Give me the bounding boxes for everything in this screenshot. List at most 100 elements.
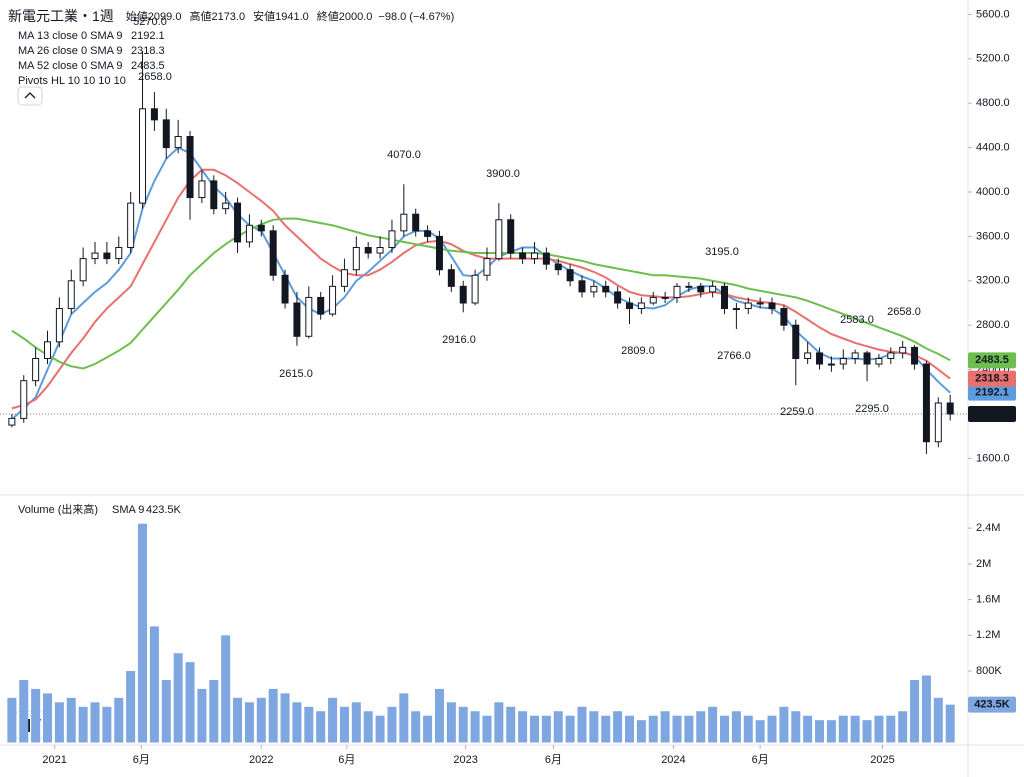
value-tag [968,384,1016,401]
header: 新電元工業・1週 始値2099.0 高値2173.0 安値1941.0 終値2000.0… [8,8,454,24]
candle-body [352,247,360,271]
candle-body [566,269,574,282]
value-tag-label: 2318.3 [975,373,1009,385]
volume-bar [672,715,682,743]
y-tick-label: 3200.0 [976,275,1010,287]
volume-bar [624,715,634,743]
candle-body [67,280,75,310]
candle-body [424,230,432,237]
x-tick-label: 6月 [752,754,769,766]
pivot-label: 5270.0 [133,16,167,28]
candle-body [459,285,467,304]
ohlc-value: 1941.0 [275,11,309,23]
y-tick-label: 1.2M [976,629,1000,641]
legend-value: 2318.3 [131,45,165,57]
volume-bar [90,702,100,743]
volume-bar [292,702,302,743]
candle-body [863,352,871,365]
volume-bar [933,697,943,743]
volume-bar [850,715,860,743]
y-tick-label: 2.4M [976,522,1000,534]
x-tick-label: 2022 [249,754,273,766]
y-tick-label: 4800.0 [976,97,1010,109]
candle-body [709,285,717,293]
moving-average-line [11,217,951,370]
candle-body [756,302,764,305]
volume-bar [838,715,848,743]
ohlc-value: 2099.0 [148,11,182,23]
indicator-name: Pivots HL 10 10 10 10 [18,75,126,87]
x-tick-label: 2025 [870,754,894,766]
volume-bar [423,715,433,743]
volume-bar [7,697,17,743]
candle-body [602,285,610,293]
pivot-label: 3900.0 [486,168,520,180]
candle-body [816,352,824,365]
volume-bar [126,671,136,743]
candle-body [697,285,705,293]
volume-title: Volume (出来高) [18,502,98,516]
volume-bar [185,662,195,743]
y-tick-label: 1.6M [976,594,1000,606]
volume-bar [601,715,611,743]
ohlc-label: 安値 [253,9,275,23]
volume-bar [244,702,254,743]
volume-subtitle: SMA 9 [112,504,144,516]
collapse-button[interactable] [17,86,43,106]
volume-bar [636,720,646,743]
candle-body [744,302,752,310]
volume-bar [256,697,266,743]
candle-body [186,136,194,199]
y-tick-label: 2800.0 [976,319,1010,331]
volume-bar [779,706,789,743]
pivot-label: 2809.0 [621,345,655,357]
candle-body [79,258,87,282]
y-tick-label: 5600.0 [976,8,1010,20]
candle-body [55,308,63,343]
candle-body [293,302,301,337]
candle-body [542,252,550,265]
candle-body [554,263,562,271]
candle-body [150,108,158,121]
candle-body [792,324,800,359]
value-tag-label: 2483.5 [975,354,1009,366]
candle-body [245,224,253,243]
candle-body [934,402,942,443]
candle-body [435,235,443,271]
volume-value: 423.5K [146,504,182,516]
legend-name: MA 52 close 0 SMA 9 [18,60,123,72]
candle-body [649,296,657,304]
volume-bar [173,653,183,743]
volume-bar [708,706,718,743]
candle-body [483,258,491,276]
candle-body [899,346,907,354]
volume-bar [375,715,385,743]
volume-bar [565,715,575,743]
candle-body [685,285,693,288]
volume-bar [945,704,955,743]
candle-body [578,280,586,293]
candle-body [637,302,645,310]
candle-body [721,285,729,310]
candle-body [732,308,740,311]
pivot-label: 2259.0 [780,406,814,418]
candle-body [922,363,930,443]
volume-bar [339,706,349,743]
ohlc-label: 終値 [317,9,339,23]
volume-bar [862,720,872,743]
volume-bar [19,679,29,743]
volume-bar [518,711,528,743]
change: −98.0 (−4.67%) [378,11,454,23]
x-tick-label: 6月 [338,754,355,766]
candle-body [115,247,123,260]
pivot-label: 4070.0 [387,149,421,161]
candle-body [340,269,348,287]
x-tick-label: 6月 [545,754,562,766]
x-tick-label: 2023 [453,754,477,766]
candle-body [839,357,847,365]
candle-body [257,224,265,232]
value-tag-label: 2192.1 [975,387,1009,399]
volume-bar [494,702,504,743]
candle-body [305,296,313,337]
